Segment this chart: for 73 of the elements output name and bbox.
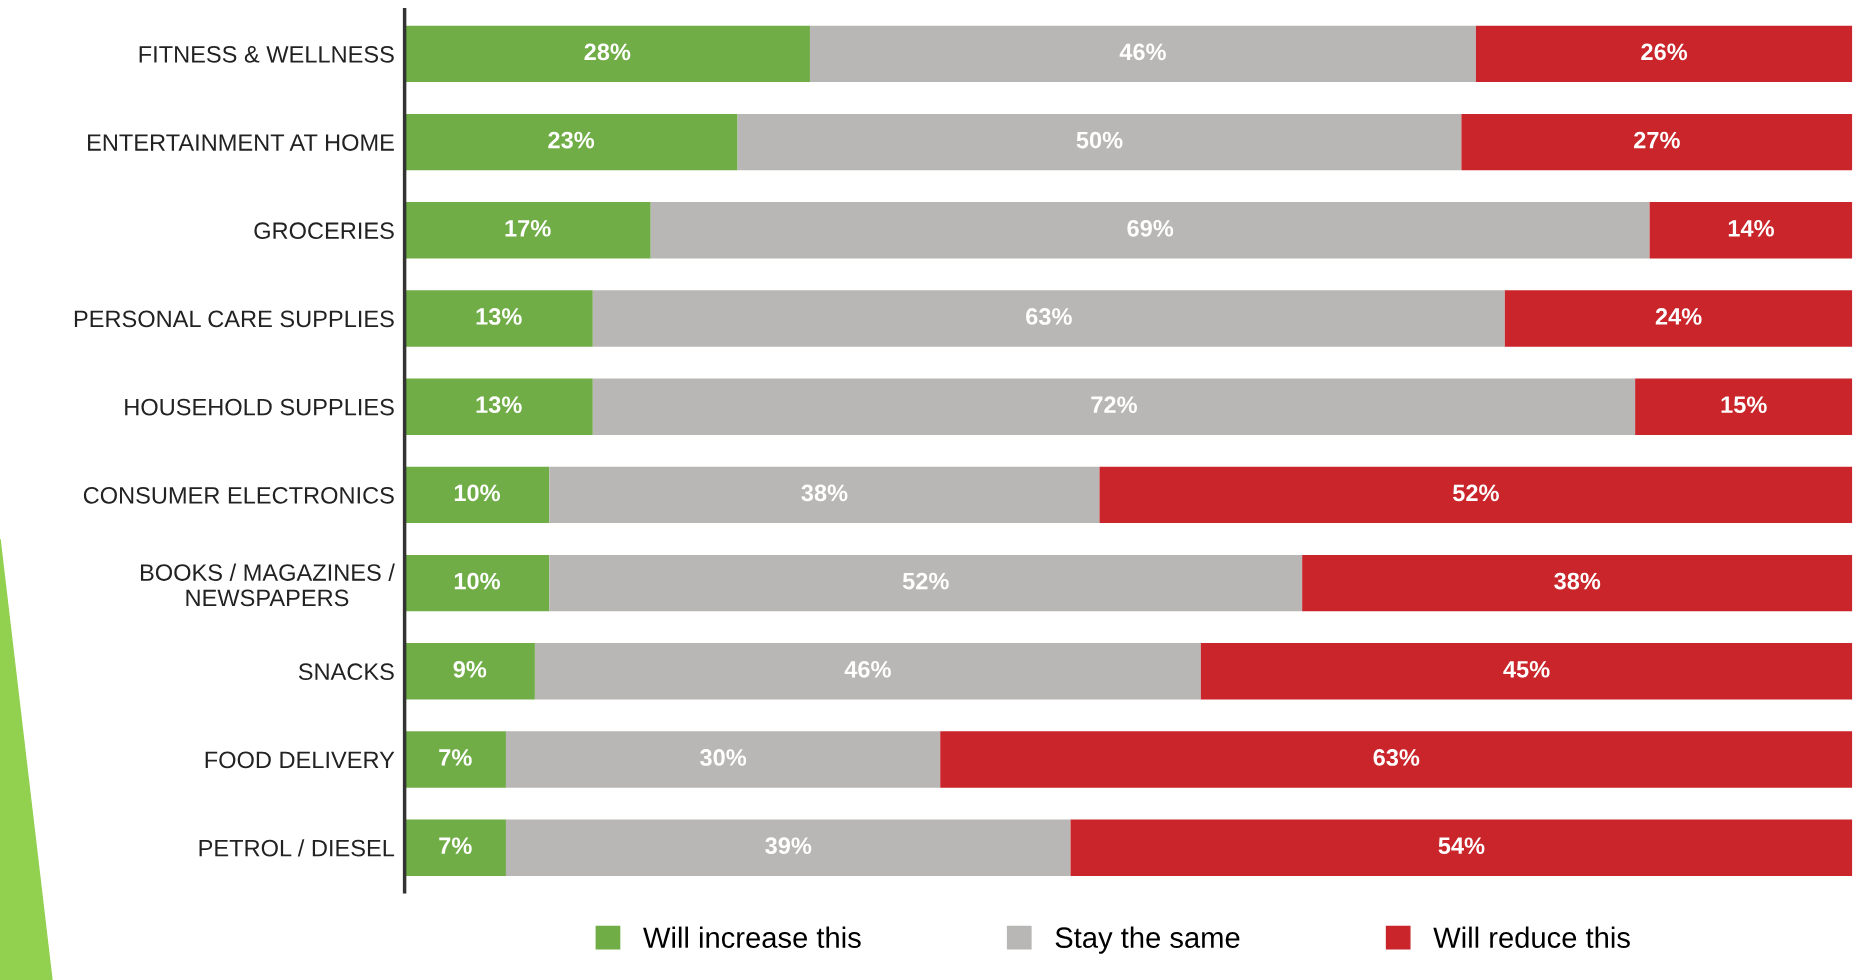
- data-label: 54%: [1438, 837, 1485, 855]
- bar: [1302, 554, 1853, 612]
- y-tick-label: SNACKS: [298, 663, 394, 681]
- y-tick-label: ENTERTAINMENT AT HOME: [88, 134, 394, 151]
- data-label: 15%: [1721, 396, 1767, 414]
- data-label: 13%: [476, 396, 522, 414]
- bar: [1099, 466, 1853, 524]
- bar: [1200, 643, 1853, 700]
- y-tick-label: FOOD DELIVERY: [205, 751, 395, 769]
- bar: [404, 643, 535, 700]
- bar: [404, 290, 593, 347]
- bar: [505, 819, 1071, 876]
- bar: [809, 25, 1476, 83]
- bar: [404, 378, 593, 435]
- bar: [549, 466, 1100, 524]
- bar: [404, 819, 506, 876]
- data-label: 26%: [1641, 43, 1688, 61]
- bar: [1070, 819, 1853, 876]
- bar: [1461, 113, 1853, 171]
- data-label: 50%: [1076, 131, 1123, 149]
- data-label: 45%: [1503, 660, 1550, 678]
- data-label: 7%: [439, 837, 472, 854]
- bar: [737, 113, 1462, 171]
- data-label: 13%: [476, 308, 522, 325]
- y-tick-label: PETROL / DIESEL: [199, 839, 395, 857]
- bar: [549, 554, 1303, 612]
- y-tick-label: CONSUMER ELECTRONICS: [83, 486, 394, 504]
- bar: [1504, 290, 1853, 347]
- bar: [592, 378, 1636, 435]
- bar: [534, 643, 1201, 700]
- data-label: 14%: [1728, 219, 1774, 237]
- bar: [404, 554, 550, 612]
- data-label: 52%: [1452, 484, 1499, 502]
- data-label: 69%: [1127, 219, 1174, 237]
- data-label: 7%: [439, 749, 472, 766]
- y-tick-label: FITNESS & WELLNESS: [139, 45, 394, 63]
- legend-label: Stay the same: [1055, 926, 1240, 954]
- data-label: 24%: [1655, 308, 1702, 325]
- bar: [592, 290, 1505, 347]
- bar: [404, 466, 550, 524]
- bar: [505, 731, 941, 788]
- bar: [650, 202, 1650, 259]
- bar: [404, 113, 738, 171]
- data-label: 46%: [1119, 43, 1166, 61]
- bar: [404, 731, 506, 788]
- y-tick-label: BOOKS / MAGAZINES / NEWSPAPERS: [140, 563, 395, 607]
- bar: [1635, 378, 1853, 435]
- data-label: 9%: [453, 660, 487, 678]
- legend-label: Will reduce this: [1433, 926, 1630, 948]
- data-label: 10%: [454, 484, 500, 502]
- data-label: 52%: [902, 572, 949, 590]
- data-label: 28%: [584, 43, 631, 61]
- bar: [1649, 202, 1853, 259]
- data-label: 38%: [801, 484, 848, 502]
- y-tick-label: PERSONAL CARE SUPPLIES: [74, 310, 394, 328]
- y-tick-label: HOUSEHOLD SUPPLIES: [125, 398, 394, 416]
- bar: [404, 202, 651, 259]
- bar: [404, 25, 810, 83]
- data-label: 10%: [454, 572, 500, 590]
- bar: [940, 731, 1853, 788]
- data-label: 17%: [505, 219, 551, 237]
- data-label: 30%: [700, 749, 747, 766]
- data-label: 39%: [765, 837, 812, 855]
- data-label: 72%: [1091, 396, 1137, 413]
- data-label: 27%: [1634, 131, 1680, 149]
- data-label: 63%: [1026, 308, 1072, 325]
- data-label: 63%: [1373, 749, 1420, 766]
- y-tick-label: GROCERIES: [254, 222, 394, 240]
- data-label: 46%: [844, 660, 891, 678]
- bar: [1475, 25, 1853, 83]
- data-label: 38%: [1554, 572, 1601, 590]
- legend-label: Will increase this: [643, 926, 861, 948]
- data-label: 23%: [548, 131, 595, 149]
